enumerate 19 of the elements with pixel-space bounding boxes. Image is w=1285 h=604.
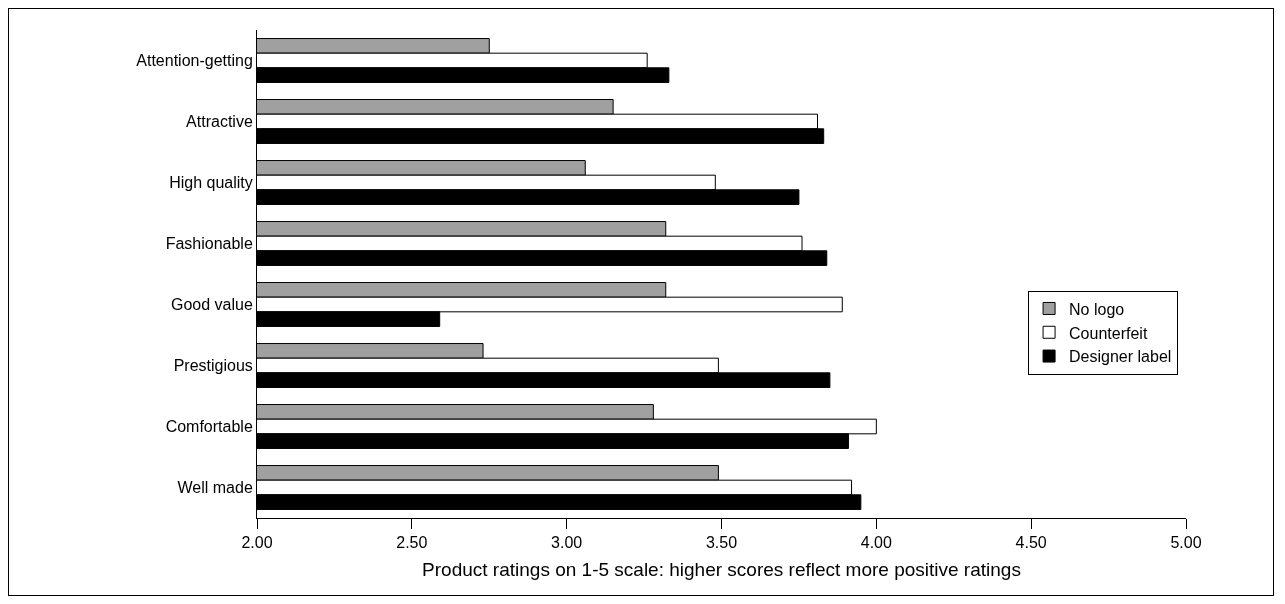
x-axis-title: Product ratings on 1-5 scale: higher scores reflect more positive ratings xyxy=(422,559,1021,580)
x-tick-label: 2.50 xyxy=(396,534,428,552)
x-tick-label: 3.00 xyxy=(551,534,583,552)
x-tick-label: 4.50 xyxy=(1015,534,1047,552)
x-tick-label: 4.00 xyxy=(860,534,892,552)
y-tick-label: Comfortable xyxy=(165,418,253,436)
y-tick-label: Good value xyxy=(170,296,253,314)
y-tick-label: High quality xyxy=(169,174,253,192)
legend-label: Counterfeit xyxy=(1069,324,1148,342)
x-tick-label: 5.00 xyxy=(1170,534,1202,552)
y-tick-label: Attractive xyxy=(186,113,253,131)
y-tick-label: Attention-getting xyxy=(136,52,253,70)
legend-label: Designer label xyxy=(1069,348,1172,366)
legend-label: No logo xyxy=(1069,300,1125,318)
y-tick-label: Fashionable xyxy=(165,235,253,253)
x-tick-label: 3.50 xyxy=(705,534,738,552)
y-tick-label: Well made xyxy=(177,479,253,497)
x-tick-label: 2.00 xyxy=(241,534,273,552)
y-tick-label: Prestigious xyxy=(173,357,253,375)
